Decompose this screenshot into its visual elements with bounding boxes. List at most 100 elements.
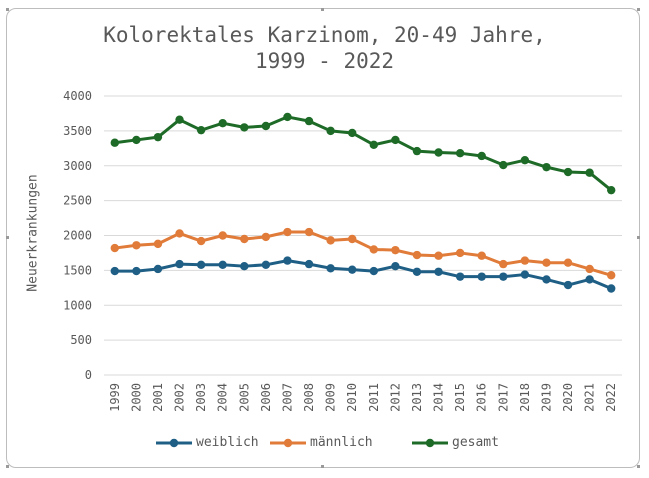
data-point[interactable] <box>585 264 594 274</box>
data-point[interactable] <box>326 126 335 136</box>
data-point[interactable] <box>261 232 271 242</box>
resize-handle[interactable] <box>6 8 9 11</box>
x-tick-label: 2021 <box>583 383 597 412</box>
data-point[interactable] <box>563 258 573 267</box>
data-point[interactable] <box>455 248 465 258</box>
data-point[interactable] <box>348 234 357 244</box>
data-point[interactable] <box>218 260 227 269</box>
data-point[interactable] <box>542 275 551 284</box>
series-gesamt[interactable] <box>110 112 616 195</box>
data-point[interactable] <box>520 256 530 265</box>
data-point[interactable] <box>240 123 249 132</box>
data-point[interactable] <box>175 229 184 238</box>
data-point[interactable] <box>369 140 378 150</box>
data-point[interactable] <box>455 272 465 281</box>
resize-handle[interactable] <box>637 236 640 239</box>
resize-handle[interactable] <box>637 8 640 11</box>
series-weiblich[interactable] <box>110 256 616 293</box>
y-tick-label: 3500 <box>63 124 92 138</box>
data-point[interactable] <box>563 280 573 290</box>
data-point[interactable] <box>132 135 141 145</box>
data-point[interactable] <box>499 272 508 281</box>
data-point[interactable] <box>218 119 227 128</box>
x-tick-label: 1999 <box>108 383 122 412</box>
data-point[interactable] <box>304 227 314 237</box>
data-point[interactable] <box>477 272 486 281</box>
data-point[interactable] <box>391 261 400 271</box>
data-point[interactable] <box>585 168 594 177</box>
data-point[interactable] <box>348 128 357 138</box>
data-point[interactable] <box>499 259 508 269</box>
series-männlich[interactable] <box>110 227 616 280</box>
data-point[interactable] <box>304 259 314 269</box>
data-point[interactable] <box>132 266 141 276</box>
data-point[interactable] <box>283 227 292 237</box>
legend-marker <box>156 438 192 448</box>
data-point[interactable] <box>607 271 616 280</box>
series-line <box>114 259 612 290</box>
y-tick-label: 2500 <box>63 194 92 208</box>
x-tick-label: 2014 <box>432 383 446 412</box>
data-point[interactable] <box>196 125 206 135</box>
data-point[interactable] <box>153 264 163 274</box>
data-point[interactable] <box>412 267 422 276</box>
data-point[interactable] <box>412 146 422 156</box>
data-point[interactable] <box>542 162 551 172</box>
y-tick-label: 0 <box>85 368 92 382</box>
data-point[interactable] <box>455 148 465 158</box>
data-point[interactable] <box>391 245 400 255</box>
resize-handle[interactable] <box>637 465 640 468</box>
data-point[interactable] <box>153 239 163 249</box>
data-point[interactable] <box>196 260 206 269</box>
data-point[interactable] <box>110 138 119 147</box>
data-point[interactable] <box>175 115 184 124</box>
resize-handle[interactable] <box>6 236 9 239</box>
y-tick-label: 3000 <box>63 159 92 173</box>
data-point[interactable] <box>283 256 292 265</box>
data-point[interactable] <box>477 251 486 260</box>
data-point[interactable] <box>412 250 422 260</box>
data-point[interactable] <box>434 148 443 157</box>
data-point[interactable] <box>261 121 271 131</box>
y-tick-label: 1500 <box>63 263 92 277</box>
data-point[interactable] <box>369 245 378 254</box>
data-point[interactable] <box>196 236 206 246</box>
data-point[interactable] <box>542 258 551 267</box>
data-point[interactable] <box>110 243 119 253</box>
data-point[interactable] <box>261 260 271 269</box>
y-tick-labels: 0 500 1000 1500 2000 2500 3000 3500 4000 <box>63 89 92 382</box>
data-point[interactable] <box>477 151 486 161</box>
data-point[interactable] <box>326 264 335 273</box>
data-point[interactable] <box>283 112 292 122</box>
data-point[interactable] <box>607 185 616 195</box>
data-point[interactable] <box>153 132 163 142</box>
x-tick-label: 2002 <box>173 383 187 412</box>
resize-handle[interactable] <box>321 8 324 11</box>
series-line <box>114 230 612 277</box>
data-point[interactable] <box>326 236 335 245</box>
data-point[interactable] <box>520 270 530 279</box>
data-point[interactable] <box>175 259 184 269</box>
data-point[interactable] <box>391 135 400 145</box>
legend-label: männlich <box>310 435 373 450</box>
data-point[interactable] <box>434 251 443 260</box>
resize-handle[interactable] <box>321 465 324 468</box>
data-point[interactable] <box>520 155 530 165</box>
data-point[interactable] <box>240 234 249 244</box>
legend-label: gesamt <box>452 435 499 450</box>
data-point[interactable] <box>348 265 357 274</box>
resize-handle[interactable] <box>6 465 9 468</box>
data-point[interactable] <box>304 116 314 126</box>
data-point[interactable] <box>607 284 616 293</box>
data-point[interactable] <box>563 167 573 177</box>
x-tick-labels: 1999 2000 2001 2002 2003 2004 2005 2006 2007 2008… <box>108 383 618 412</box>
data-point[interactable] <box>240 261 249 271</box>
data-point[interactable] <box>585 275 594 284</box>
data-point[interactable] <box>369 266 378 276</box>
data-point[interactable] <box>110 266 119 276</box>
data-point[interactable] <box>434 267 443 276</box>
data-point[interactable] <box>499 160 508 170</box>
data-point[interactable] <box>218 231 227 240</box>
data-point[interactable] <box>132 241 141 250</box>
y-tick-label: 2000 <box>63 229 92 243</box>
